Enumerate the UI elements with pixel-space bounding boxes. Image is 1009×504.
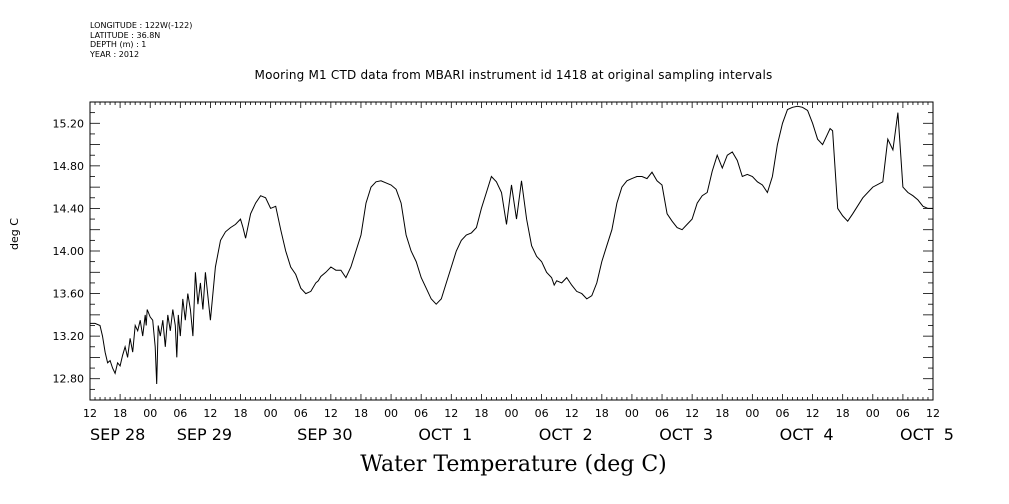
date-label: OCT 5 <box>900 425 954 444</box>
x-tick-label: 12 <box>203 407 217 420</box>
y-tick-label: 12.80 <box>53 373 85 386</box>
x-tick-label: 06 <box>294 407 308 420</box>
chart-title: Mooring M1 CTD data from MBARI instrumen… <box>254 68 773 82</box>
y-tick-label: 15.20 <box>53 117 85 130</box>
date-label: SEP 29 <box>177 425 232 444</box>
x-tick-label: 00 <box>384 407 398 420</box>
x-tick-label: 12 <box>685 407 699 420</box>
y-tick-label: 14.80 <box>53 160 85 173</box>
x-tick-label: 18 <box>595 407 609 420</box>
date-label: SEP 30 <box>297 425 352 444</box>
x-tick-label: 18 <box>354 407 368 420</box>
x-tick-label: 00 <box>143 407 157 420</box>
date-label: OCT 2 <box>539 425 593 444</box>
latitude-label: LATITUDE : 36.8N <box>90 30 161 40</box>
x-tick-label: 00 <box>745 407 759 420</box>
temperature-line <box>90 105 933 385</box>
y-tick-label: 13.20 <box>53 330 85 343</box>
x-tick-label: 12 <box>926 407 940 420</box>
x-tick-label: 06 <box>896 407 910 420</box>
x-tick-label: 18 <box>715 407 729 420</box>
date-label: OCT 3 <box>659 425 713 444</box>
y-tick-label: 14.40 <box>53 202 85 215</box>
depth-label: DEPTH (m) : 1 <box>90 40 147 49</box>
date-label: OCT 1 <box>418 425 472 444</box>
x-tick-label: 06 <box>173 407 187 420</box>
x-tick-label: 06 <box>414 407 428 420</box>
x-tick-label: 00 <box>866 407 880 420</box>
x-tick-label: 18 <box>474 407 488 420</box>
x-tick-label: 12 <box>444 407 458 420</box>
x-tick-label: 12 <box>806 407 820 420</box>
x-tick-label: 18 <box>836 407 850 420</box>
x-tick-label: 12 <box>324 407 338 420</box>
x-tick-label: 06 <box>775 407 789 420</box>
x-tick-label: 12 <box>83 407 97 420</box>
x-tick-label: 00 <box>264 407 278 420</box>
x-axis-title: Water Temperature (deg C) <box>360 452 667 477</box>
date-label: OCT 4 <box>780 425 834 444</box>
y-tick-label: 14.00 <box>53 245 85 258</box>
x-tick-label: 18 <box>113 407 127 420</box>
longitude-label: LONGITUDE : 122W(-122) <box>90 21 193 30</box>
y-tick-label: 13.60 <box>53 288 85 301</box>
metadata-block: LONGITUDE : 122W(-122) LATITUDE : 36.8N … <box>90 21 192 59</box>
x-tick-label: 18 <box>234 407 248 420</box>
x-tick-label: 06 <box>655 407 669 420</box>
year-label: YEAR : 2012 <box>90 49 140 59</box>
x-tick-label: 00 <box>625 407 639 420</box>
date-label: SEP 28 <box>90 425 145 444</box>
x-tick-label: 00 <box>505 407 519 420</box>
plot-frame <box>89 101 934 401</box>
x-tick-label: 12 <box>565 407 579 420</box>
x-tick-label: 06 <box>535 407 549 420</box>
